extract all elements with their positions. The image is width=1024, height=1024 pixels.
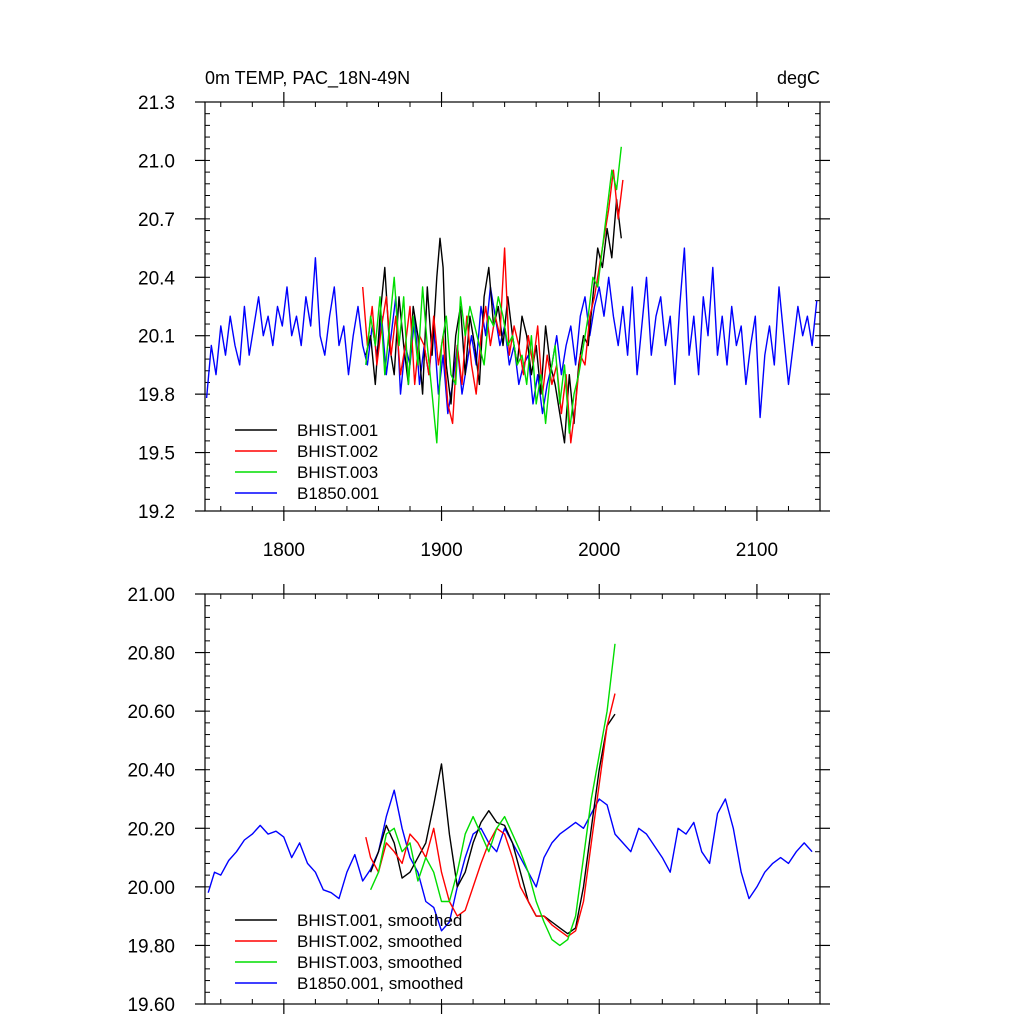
bottom-chart-minor-ticks bbox=[205, 593, 821, 1005]
bottom-chart-series bbox=[207, 643, 813, 947]
bottom-chart-y-tick-label: 20.40 bbox=[127, 761, 175, 782]
top-chart-minor-ticks bbox=[205, 101, 821, 512]
top-chart-title: 0m TEMP, PAC_18N-49N bbox=[205, 68, 410, 89]
top-chart-y-ticks: 19.2 19.5 19.8 20.1 20.4 20.7 21.0 21.3 bbox=[138, 93, 830, 523]
top-chart-series-b1850-001 bbox=[205, 247, 818, 419]
top-chart-series-bhist-002 bbox=[362, 169, 624, 444]
bottom-chart-series-bhist-003-smoothed bbox=[369, 643, 616, 947]
top-chart-y-tick-label: 19.5 bbox=[138, 444, 175, 465]
top-chart-x-tick-label: 2000 bbox=[578, 540, 620, 561]
top-chart-y-tick-label: 20.7 bbox=[138, 210, 175, 231]
bottom-chart-y-tick-label: 20.00 bbox=[127, 878, 175, 899]
top-chart-y-tick-label: 19.2 bbox=[138, 502, 175, 523]
top-chart-x-ticks: 1800 1900 2000 2100 bbox=[263, 92, 778, 561]
top-chart-units-label: degC bbox=[777, 68, 820, 88]
bottom-chart-legend-label-b1850-001-smoothed: B1850.001, smoothed bbox=[297, 974, 463, 993]
top-chart-x-tick-label: 2100 bbox=[736, 540, 778, 561]
bottom-chart-y-tick-label: 20.60 bbox=[127, 702, 175, 723]
bottom-chart-legend-label-bhist-001-smoothed: BHIST.001, smoothed bbox=[297, 911, 462, 930]
bottom-chart-series-b1850-001-smoothed bbox=[207, 789, 813, 932]
top-chart-legend-label-bhist-002: BHIST.002 bbox=[297, 442, 378, 461]
bottom-chart-y-tick-label: 21.00 bbox=[127, 585, 175, 606]
bottom-chart-y-tick-label: 20.80 bbox=[127, 644, 175, 665]
bottom-chart-x-ticks bbox=[283, 584, 758, 1014]
bottom-chart-plot-frame bbox=[204, 593, 821, 1005]
bottom-chart-y-tick-label: 19.80 bbox=[127, 936, 175, 957]
top-chart-panel: 0m TEMP, PAC_18N-49N degC 1800 1900 2000 21… bbox=[138, 68, 830, 561]
top-chart-y-tick-label: 19.8 bbox=[138, 385, 175, 406]
top-chart-legend-label-bhist-003: BHIST.003 bbox=[297, 463, 378, 482]
top-chart-series-bhist-003 bbox=[365, 146, 622, 444]
bottom-chart-series-bhist-001-smoothed bbox=[369, 713, 616, 935]
bottom-chart-panel: 19.60 19.80 20.00 20.20 20.40 20.60 20.80 21.00… bbox=[127, 584, 830, 1016]
bottom-chart-y-ticks: 19.60 19.80 20.00 20.20 20.40 20.60 20.80 21.00 bbox=[127, 585, 830, 1016]
bottom-chart-legend-label-bhist-003-smoothed: BHIST.003, smoothed bbox=[297, 953, 462, 972]
bottom-chart-legend-label-bhist-002-smoothed: BHIST.002, smoothed bbox=[297, 932, 462, 951]
top-chart-legend-label-b1850-001: B1850.001 bbox=[297, 484, 379, 503]
top-chart-y-tick-label: 20.4 bbox=[138, 268, 175, 289]
top-chart-x-tick-label: 1900 bbox=[420, 540, 462, 561]
top-chart-x-tick-label: 1800 bbox=[263, 540, 305, 561]
bottom-chart-y-tick-label: 20.20 bbox=[127, 819, 175, 840]
bottom-chart-y-tick-label: 19.60 bbox=[127, 995, 175, 1016]
bottom-chart-legend: BHIST.001, smoothed BHIST.002, smoothed BH… bbox=[235, 911, 463, 993]
top-chart-legend-label-bhist-001: BHIST.001 bbox=[297, 421, 378, 440]
top-chart-legend: BHIST.001 BHIST.002 BHIST.003 B1850.001 bbox=[235, 421, 379, 503]
top-chart-y-tick-label: 21.3 bbox=[138, 93, 175, 114]
top-chart-plot-frame bbox=[204, 101, 821, 512]
top-chart-y-tick-label: 20.1 bbox=[138, 327, 175, 348]
top-chart-y-tick-label: 21.0 bbox=[138, 151, 175, 172]
top-chart-series-bhist-001 bbox=[365, 198, 622, 444]
bottom-chart-series-bhist-002-smoothed bbox=[365, 693, 616, 938]
top-chart-series bbox=[205, 146, 818, 444]
